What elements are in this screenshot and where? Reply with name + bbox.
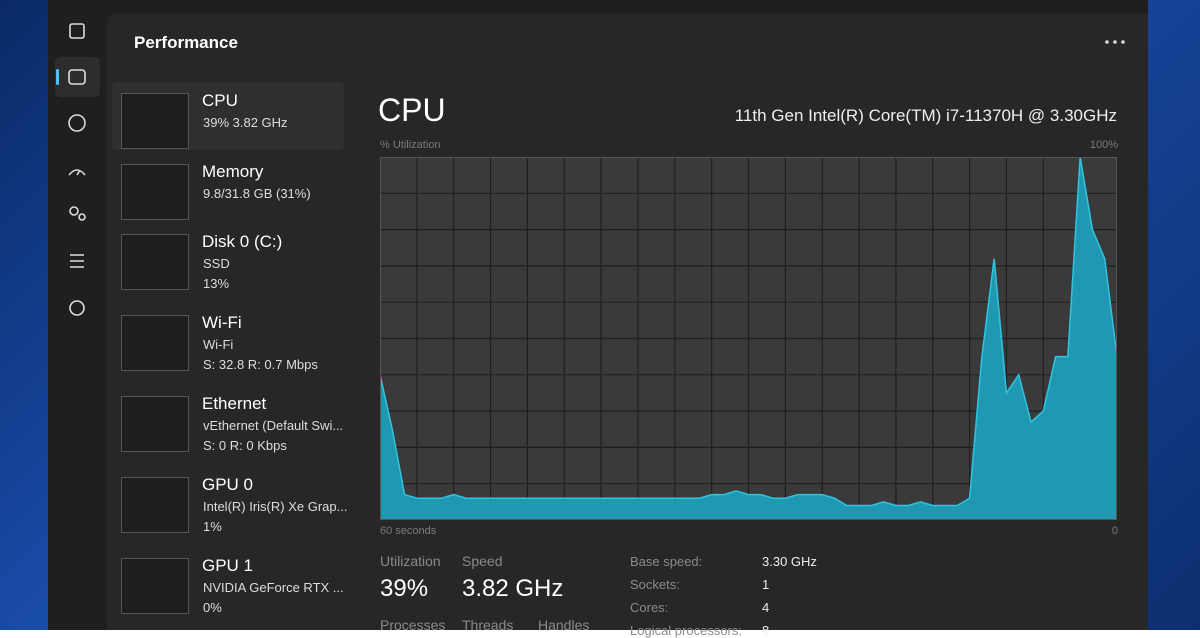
cpu-line (380, 157, 1117, 507)
item-name: Wi-Fi (202, 313, 242, 332)
item-name: Ethernet (202, 394, 267, 413)
processor-name: 11th Gen Intel(R) Core(TM) i7-11370H @ 3… (734, 106, 1117, 125)
stat-label: Handles (538, 617, 590, 633)
stat-label: Speed (462, 553, 503, 569)
nav-details[interactable] (70, 254, 84, 268)
item-detail: SSD (203, 256, 230, 271)
stat-label: Utilization (380, 553, 441, 569)
thumbnail[interactable] (121, 558, 189, 614)
nav-performance[interactable] (68, 69, 86, 85)
thumbnail[interactable] (121, 477, 189, 533)
cpu-area (380, 157, 1117, 520)
detail-title: CPU (378, 92, 446, 128)
cpu-graph (380, 157, 1117, 520)
page-title: Performance (134, 33, 238, 52)
x-label: 60 seconds (380, 525, 437, 537)
item-detail: Wi-Fi (203, 337, 234, 352)
y-max-label: 100% (1089, 139, 1118, 151)
spec-label: Logical processors: (630, 623, 742, 638)
stat-value: 39% (380, 575, 429, 602)
spec-label: Cores: (630, 600, 669, 615)
item-detail: NVIDIA GeForce RTX ... (203, 580, 344, 595)
graph-border (380, 157, 1117, 520)
thumbnail[interactable] (121, 93, 189, 149)
item-detail: 0% (203, 600, 222, 615)
spec-value: 1 (762, 577, 770, 592)
item-name: Disk 0 (C:) (202, 232, 283, 251)
thumbnail[interactable] (121, 396, 189, 452)
item-name: Memory (202, 162, 264, 181)
spec-value: 3.30 GHz (762, 554, 817, 569)
x-end-label: 0 (1111, 525, 1118, 537)
item-name: CPU (202, 91, 238, 110)
item-detail: 1% (203, 519, 222, 534)
item-name: GPU 0 (202, 475, 254, 494)
thumbnail[interactable] (121, 164, 189, 220)
nav-users[interactable] (69, 206, 79, 216)
item-detail: S: 32.8 R: 0.7 Mbps (203, 357, 318, 372)
nav-indicator (56, 69, 59, 85)
item-detail: Intel(R) Iris(R) Xe Grap... (203, 499, 348, 514)
stat-value: 3.82 GHz (462, 575, 564, 602)
nav-processes[interactable] (69, 23, 85, 39)
y-label: % Utilization (380, 139, 441, 151)
thumbnail[interactable] (121, 234, 189, 290)
nav-history[interactable] (68, 114, 86, 132)
item-detail: S: 0 R: 0 Kbps (203, 438, 287, 453)
item-detail: 9.8/31.8 GB (31%) (203, 186, 311, 201)
stat-label: Threads (462, 617, 514, 633)
nav-startup[interactable] (68, 169, 86, 176)
nav-selected-bg (55, 57, 100, 97)
spec-value: 4 (762, 600, 770, 615)
nav-services[interactable] (69, 300, 85, 316)
spec-value: 8 (762, 623, 770, 638)
more-button[interactable] (1104, 38, 1128, 46)
thumbnail[interactable] (121, 315, 189, 371)
item-detail: 39% 3.82 GHz (203, 115, 288, 130)
stat-label: Processes (380, 617, 446, 633)
nav-icons (55, 23, 100, 316)
item-detail: vEthernet (Default Swi... (203, 418, 344, 433)
item-name: GPU 1 (202, 556, 254, 575)
spec-label: Base speed: (630, 554, 703, 569)
item-detail: 13% (203, 276, 230, 291)
spec-label: Sockets: (630, 577, 680, 592)
